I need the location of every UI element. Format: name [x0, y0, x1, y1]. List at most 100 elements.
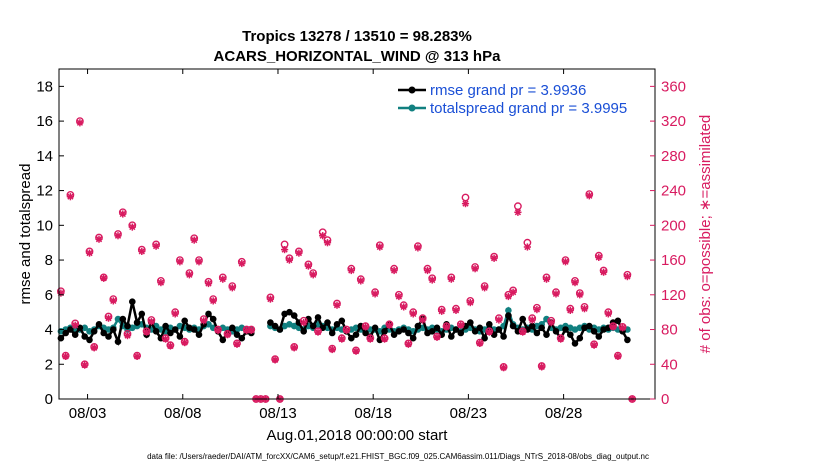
rmse-point [95, 321, 103, 328]
obs-assimilated-marker [223, 331, 232, 339]
star-stroke [281, 246, 288, 253]
x-tick-label: 08/23 [450, 405, 488, 422]
star-stroke [119, 210, 126, 218]
rmse-point [624, 336, 631, 344]
star-stroke [557, 335, 564, 343]
star-stroke [609, 323, 617, 331]
obs-assimilated-marker [204, 279, 213, 288]
rmse-point [90, 328, 98, 335]
obs-assimilated-marker [166, 342, 174, 350]
obs-assimilated-marker [109, 297, 117, 305]
obs-assimilated-marker [609, 323, 617, 331]
star-stroke [310, 271, 317, 278]
obs-assimilated-marker [319, 232, 327, 240]
rmse-point [309, 322, 317, 330]
star-stroke [590, 342, 598, 349]
obs-assimilated-marker [362, 323, 370, 331]
obs-assimilated-marker [338, 335, 346, 343]
rmse-point [471, 328, 479, 335]
plot-frame [58, 68, 656, 400]
star-stroke [110, 297, 117, 305]
star-stroke [348, 267, 355, 274]
obs-assimilated-marker [81, 361, 89, 369]
obs-assimilated-marker [495, 316, 503, 324]
rmse-point [110, 326, 117, 333]
rmse-point [133, 319, 141, 326]
rmse-point [552, 328, 560, 335]
star-stroke [300, 319, 307, 326]
obs-assimilated-marker [471, 265, 479, 273]
obs-assimilated-marker [561, 258, 570, 266]
rmse-point [290, 312, 298, 319]
rmse-point [476, 324, 484, 332]
obs-assimilated-marker [547, 319, 555, 327]
obs-assimilated-marker [528, 316, 536, 324]
obs-assimilated-marker [181, 339, 189, 347]
left-tick-label: 8 [45, 252, 53, 269]
obs-assimilated-marker [590, 341, 598, 349]
star-stroke [543, 276, 550, 283]
star-stroke [224, 331, 231, 338]
star-stroke [324, 239, 331, 246]
rmse-point [67, 326, 74, 333]
obs-assimilated-marker [457, 321, 465, 329]
star-stroke [76, 119, 84, 126]
rmse-point [400, 326, 408, 333]
star-stroke [400, 303, 407, 311]
obs-assimilated-marker [295, 249, 303, 257]
star-stroke [376, 243, 383, 251]
obs-assimilated-marker [433, 333, 441, 341]
obs-assimilated-marker [100, 274, 108, 282]
obs-assimilated-marker [519, 328, 527, 336]
left-tick-label: 18 [36, 78, 53, 95]
obs-assimilated-marker [580, 305, 589, 313]
rmse-point [571, 340, 579, 347]
star-stroke [362, 323, 369, 331]
obs-assimilated-marker [600, 268, 608, 276]
left-tick-label: 6 [45, 287, 53, 304]
star-stroke [443, 323, 450, 331]
star-stroke [138, 248, 145, 255]
rmse-point [362, 329, 369, 337]
rmse-point [409, 334, 417, 342]
obs-assimilated-marker [123, 332, 132, 340]
rmse-point [76, 324, 84, 332]
obs-assimilated-marker [219, 275, 227, 283]
rmse-point [271, 322, 279, 330]
obs-assimilated-marker [76, 119, 84, 127]
obs-assimilated-marker [490, 254, 498, 262]
rmse-point [467, 319, 474, 326]
star-stroke [386, 322, 393, 329]
star-stroke [152, 243, 160, 250]
star-stroke [319, 232, 326, 239]
obs-assimilated-marker [133, 352, 141, 360]
rmse-point [595, 333, 603, 340]
obs-assimilated-marker [381, 335, 389, 343]
rmse-point [114, 338, 122, 346]
obs-assimilated-marker [347, 266, 355, 275]
rmse-point [543, 331, 550, 339]
rmse-point [405, 329, 412, 337]
obs-assimilated-marker [233, 340, 241, 348]
rmse-point [209, 315, 217, 323]
rmse-point [171, 326, 179, 333]
left-tick-label: 16 [36, 113, 53, 130]
obs-assimilated-marker [195, 258, 203, 266]
rmse-point [324, 319, 331, 326]
rmse-point [233, 331, 241, 339]
star-stroke [533, 306, 541, 313]
right-tick-label: 360 [661, 78, 686, 95]
star-stroke [191, 236, 198, 244]
star-stroke [471, 265, 479, 272]
rmse-point [371, 324, 379, 332]
left-tick-label: 12 [36, 183, 53, 200]
rmse-point [614, 317, 622, 325]
rmse-series [57, 298, 631, 347]
rmse-point [328, 329, 336, 337]
rmse-point [276, 326, 284, 333]
totalspread-point [205, 321, 212, 328]
rmse-point [576, 334, 584, 342]
star-stroke [167, 342, 174, 350]
rmse-point [62, 329, 69, 337]
obs-assimilated-marker [466, 299, 474, 307]
